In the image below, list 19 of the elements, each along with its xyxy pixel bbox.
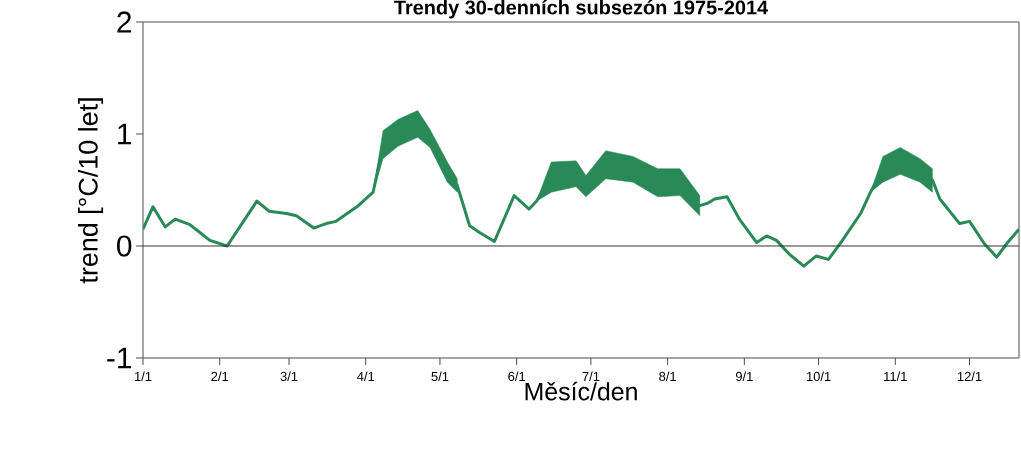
- x-tick-label: 2/1: [211, 371, 229, 382]
- x-tick-label: 8/1: [659, 371, 676, 382]
- chart-title: Trendy 30-denních subsezón 1975-2014: [394, 0, 769, 19]
- x-tick-label: 12/1: [957, 371, 982, 382]
- y-tick-label: -1: [107, 347, 132, 369]
- y-tick-label: 0: [117, 235, 132, 257]
- x-tick-label: 7/1: [582, 371, 600, 382]
- x-axis-title: Měsíc/den: [525, 381, 637, 401]
- x-tick-label: 9/1: [735, 371, 753, 382]
- y-axis-title: trend [°C/10 let]: [77, 98, 104, 284]
- x-tick-label: 6/1: [508, 371, 526, 382]
- x-tick-label: 4/1: [357, 371, 375, 382]
- y-tick-label: 2: [117, 11, 131, 33]
- x-tick-label: 10/1: [806, 371, 831, 382]
- x-tick-label: 1/1: [134, 371, 152, 382]
- x-tick-label: 11/1: [884, 371, 907, 382]
- x-tick-label: 5/1: [431, 371, 449, 382]
- x-tick-label: 3/1: [280, 371, 298, 382]
- y-tick-label: 1: [118, 123, 132, 145]
